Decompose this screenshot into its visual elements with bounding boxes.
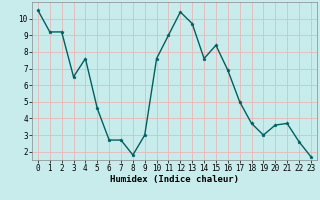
X-axis label: Humidex (Indice chaleur): Humidex (Indice chaleur)	[110, 175, 239, 184]
